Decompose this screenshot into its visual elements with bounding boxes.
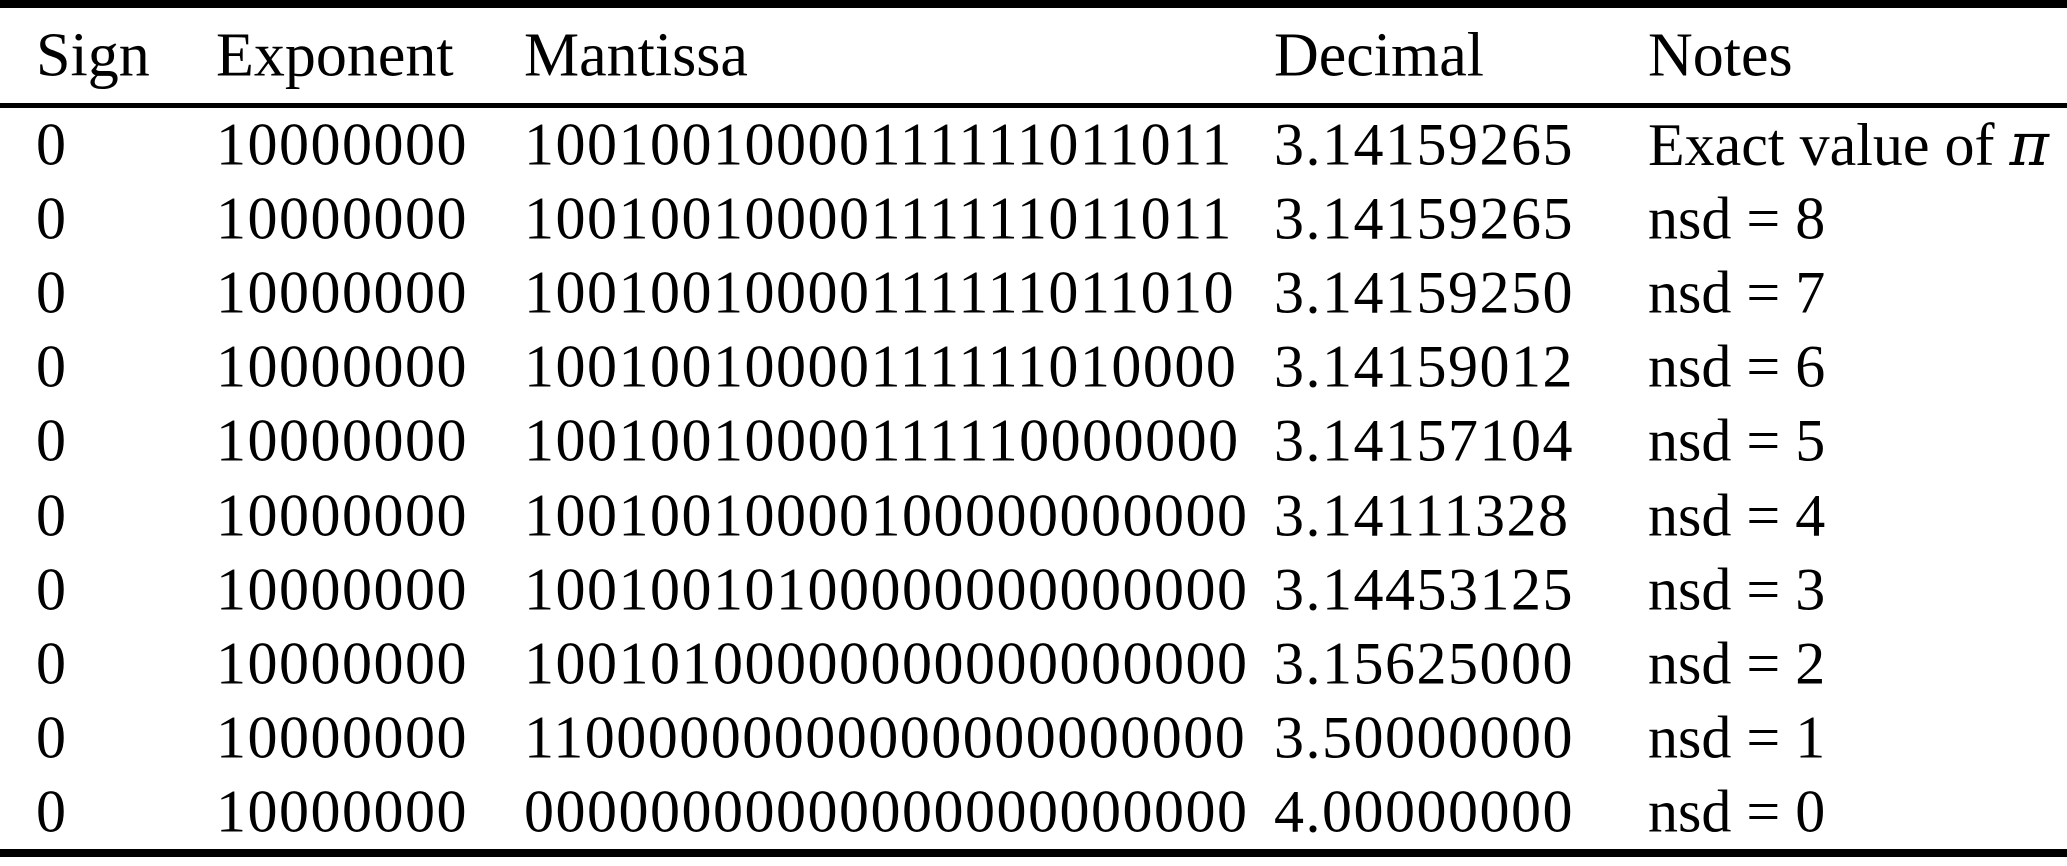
decimal-cell: 3.14157104 xyxy=(1274,407,1574,474)
exponent-cell: 10000000 xyxy=(216,407,468,474)
table-row: 0 10000000 10010010000111110000000 3.141… xyxy=(0,404,2067,478)
notes-cell: Exact value of π xyxy=(1648,110,2049,180)
mantissa-cell: 00000000000000000000000 xyxy=(524,778,1249,845)
table-bottom-rule xyxy=(0,849,2067,857)
table-row: 0 10000000 10010010000111111011010 3.141… xyxy=(0,256,2067,330)
decimal-cell: 4.00000000 xyxy=(1274,778,1574,845)
decimal-cell: 3.15625000 xyxy=(1274,630,1574,697)
notes-cell: nsd = 6 xyxy=(1648,333,1825,402)
notes-text: nsd = 5 xyxy=(1648,407,1826,474)
notes-text: nsd = 1 xyxy=(1648,704,1826,771)
mantissa-cell: 10010010000111111011011 xyxy=(524,185,1233,252)
col-header-mantissa: Mantissa xyxy=(524,21,748,89)
notes-cell: nsd = 0 xyxy=(1648,777,1825,846)
pi-symbol: π xyxy=(2009,110,2049,181)
exponent-cell: 10000000 xyxy=(216,630,468,697)
sign-cell: 0 xyxy=(36,630,68,697)
mantissa-cell: 10010010000111110000000 xyxy=(524,407,1240,474)
decimal-cell: 3.14111328 xyxy=(1274,482,1570,549)
notes-text: Exact value of xyxy=(1648,112,2010,179)
notes-text: nsd = 6 xyxy=(1648,333,1826,400)
col-header-notes: Notes xyxy=(1648,21,1793,89)
notes-text: nsd = 4 xyxy=(1648,482,1826,549)
decimal-cell: 3.14453125 xyxy=(1274,556,1574,623)
table-header-separator-rule xyxy=(0,103,2067,108)
table-top-rule xyxy=(0,0,2067,8)
decimal-cell: 3.14159265 xyxy=(1274,185,1574,252)
table-body: 0 10000000 10010010000111111011011 3.141… xyxy=(0,108,2067,849)
notes-text: nsd = 2 xyxy=(1648,630,1826,697)
notes-cell: nsd = 2 xyxy=(1648,629,1825,698)
mantissa-cell: 10010010100000000000000 xyxy=(524,556,1249,623)
exponent-cell: 10000000 xyxy=(216,778,468,845)
mantissa-cell: 10010010000111111011010 xyxy=(524,259,1236,326)
sign-cell: 0 xyxy=(36,407,68,474)
notes-text: nsd = 8 xyxy=(1648,185,1826,252)
exponent-cell: 10000000 xyxy=(216,556,468,623)
table-row: 0 10000000 10010010000100000000000 3.141… xyxy=(0,478,2067,552)
table-row: 0 10000000 10010010000111111011011 3.141… xyxy=(0,108,2067,182)
col-header-exponent: Exponent xyxy=(216,21,454,89)
col-header-decimal: Decimal xyxy=(1274,21,1485,89)
sign-cell: 0 xyxy=(36,482,68,549)
exponent-cell: 10000000 xyxy=(216,111,468,178)
notes-cell: nsd = 7 xyxy=(1648,259,1825,328)
sign-cell: 0 xyxy=(36,333,68,400)
exponent-cell: 10000000 xyxy=(216,185,468,252)
decimal-cell: 3.50000000 xyxy=(1274,704,1574,771)
notes-text: nsd = 0 xyxy=(1648,778,1826,845)
notes-cell: nsd = 3 xyxy=(1648,555,1825,624)
notes-cell: nsd = 4 xyxy=(1648,481,1825,550)
table-row: 0 10000000 10010100000000000000000 3.156… xyxy=(0,627,2067,701)
notes-cell: nsd = 8 xyxy=(1648,185,1825,254)
table-row: 0 10000000 10010010100000000000000 3.144… xyxy=(0,553,2067,627)
sign-cell: 0 xyxy=(36,259,68,326)
notes-text: nsd = 3 xyxy=(1648,556,1826,623)
sign-cell: 0 xyxy=(36,185,68,252)
decimal-cell: 3.14159250 xyxy=(1274,259,1574,326)
exponent-cell: 10000000 xyxy=(216,259,468,326)
mantissa-cell: 10010010000100000000000 xyxy=(524,482,1249,549)
exponent-cell: 10000000 xyxy=(216,333,468,400)
table-header-row: Sign Exponent Mantissa Decimal Notes xyxy=(0,8,2067,103)
exponent-cell: 10000000 xyxy=(216,704,468,771)
sign-cell: 0 xyxy=(36,704,68,771)
sign-cell: 0 xyxy=(36,556,68,623)
mantissa-cell: 11000000000000000000000 xyxy=(524,704,1247,771)
decimal-cell: 3.14159265 xyxy=(1274,111,1574,178)
sign-cell: 0 xyxy=(36,111,68,178)
table-row: 0 10000000 11000000000000000000000 3.500… xyxy=(0,701,2067,775)
mantissa-cell: 10010010000111111011011 xyxy=(524,111,1233,178)
table-row: 0 10000000 00000000000000000000000 4.000… xyxy=(0,775,2067,849)
exponent-cell: 10000000 xyxy=(216,482,468,549)
decimal-cell: 3.14159012 xyxy=(1274,333,1574,400)
notes-cell: nsd = 5 xyxy=(1648,407,1825,476)
mantissa-cell: 10010100000000000000000 xyxy=(524,630,1249,697)
table-row: 0 10000000 10010010000111111010000 3.141… xyxy=(0,330,2067,404)
notes-cell: nsd = 1 xyxy=(1648,703,1825,772)
notes-text: nsd = 7 xyxy=(1648,259,1826,326)
table-row: 0 10000000 10010010000111111011011 3.141… xyxy=(0,182,2067,256)
col-header-sign: Sign xyxy=(36,21,150,89)
sign-cell: 0 xyxy=(36,778,68,845)
mantissa-cell: 10010010000111111010000 xyxy=(524,333,1238,400)
